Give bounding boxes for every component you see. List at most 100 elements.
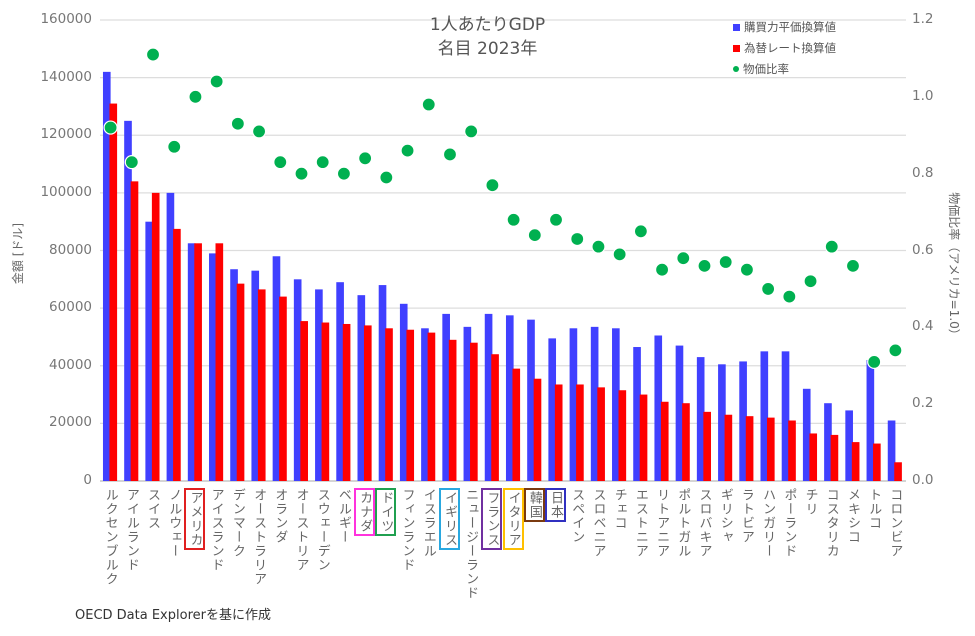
bar-fx (766, 417, 775, 481)
ratio-point (464, 124, 479, 139)
x-tick-label: オーストラリア (251, 488, 267, 586)
footer-note: OECD Data Explorerを基に作成 (75, 608, 271, 623)
y-tick-label: 40000 (49, 356, 92, 373)
y-tick-label: 60000 (49, 299, 92, 316)
y-tick-label: 20000 (49, 414, 92, 431)
bar-fx (788, 420, 796, 481)
ratio-point (888, 343, 903, 358)
y-tick-label: 160000 (40, 11, 92, 27)
ratio-point (782, 289, 797, 304)
ratio-point (167, 139, 182, 154)
bar-ppp (887, 420, 896, 481)
bar-ppp (484, 313, 493, 481)
bar-ppp (378, 285, 387, 481)
ratio-point (442, 147, 458, 162)
bar-fx (597, 387, 605, 481)
ratio-point (718, 254, 733, 270)
legend-label: 物価比率 (743, 62, 789, 76)
bar-fx (682, 403, 690, 481)
x-tick-label: フランス (481, 488, 503, 550)
x-tick-label: チェコ (611, 488, 627, 530)
y2-tick-label: 0.8 (912, 164, 934, 181)
bar-fx (385, 328, 393, 481)
x-tick-label: ポルトガル (675, 488, 691, 558)
chart-title: 1人あたりGDP (429, 15, 546, 35)
ratio-point (824, 239, 839, 254)
x-tick-label: イタリア (502, 488, 524, 550)
bar-fx (512, 368, 521, 481)
bar-fx (130, 181, 139, 481)
bar-fx (342, 323, 351, 481)
x-tick-label: フィンランド (399, 488, 415, 572)
ratio-point (803, 274, 818, 289)
x-tick-label: イスラエル (420, 488, 436, 558)
ratio-point (294, 166, 309, 181)
bar-ppp (802, 388, 811, 481)
x-tick-label: ハンガリー (760, 488, 776, 558)
x-tick-label: 韓国 (523, 488, 545, 522)
bar-ppp (845, 410, 853, 481)
x-tick-label: オーストリア (293, 488, 309, 572)
y2-tick-label: 0.0 (912, 472, 934, 488)
x-tick-label: ポーランド (781, 488, 797, 558)
bar-ppp (336, 282, 344, 481)
ratio-point (379, 170, 394, 185)
ratio-point (230, 116, 245, 131)
ratio-point (867, 354, 882, 370)
y-tick-label: 120000 (40, 126, 92, 143)
legend-label: 購買力平価換算値 (744, 20, 836, 34)
ratio-point (315, 155, 330, 170)
x-tick-label: スウェーデン (314, 488, 330, 572)
legend-swatch-red (733, 44, 740, 52)
bar-ppp (760, 351, 769, 481)
bar-ppp (675, 345, 684, 481)
bar-fx (724, 414, 733, 481)
bar-ppp (166, 192, 175, 481)
bar-ppp (209, 253, 217, 481)
ratio-point (124, 155, 139, 170)
bar-fx (109, 103, 118, 482)
ratio-point (654, 262, 670, 277)
ratio-point (485, 178, 500, 193)
x-tick-label: アイルランド (123, 488, 139, 572)
legend-item-ppp: 購買力平価換算値 (733, 19, 836, 35)
bar-ppp (251, 270, 260, 481)
ratio-point (273, 155, 288, 170)
y2-tick-label: 1.0 (912, 87, 934, 104)
legend-item-fx: 為替レート換算値 (733, 40, 836, 56)
bar-ppp (569, 328, 578, 481)
ratio-point (739, 262, 755, 277)
ratio-point (336, 166, 352, 181)
bar-fx (448, 339, 457, 481)
ratio-point (209, 74, 224, 89)
bar-ppp (124, 120, 132, 481)
bar-ppp (739, 361, 747, 481)
bar-ppp (399, 303, 408, 481)
bar-fx (173, 228, 181, 481)
bar-ppp (548, 338, 557, 481)
bar-ppp (357, 295, 366, 481)
x-tick-label: スイス (145, 488, 161, 530)
ratio-point (527, 228, 542, 243)
ratio-point (761, 281, 776, 297)
ratio-point (358, 151, 373, 166)
x-tick-label: デンマーク (229, 488, 245, 558)
y2-axis-title: 物価比率（アメリカ=1.0） (946, 192, 961, 341)
bar-ppp (421, 328, 429, 481)
x-tick-label: アイスランド (208, 488, 224, 572)
legend-label: 為替レート換算値 (744, 41, 836, 55)
bar-ppp (824, 403, 832, 481)
bar-ppp (590, 326, 599, 481)
bar-fx (215, 243, 224, 481)
x-tick-label: エストニア (632, 488, 648, 558)
y2-tick-label: 0.2 (912, 395, 934, 412)
bar-ppp (781, 351, 790, 481)
x-tick-label: イギリス (438, 488, 460, 550)
x-tick-label: オランダ (272, 488, 288, 544)
x-tick-label: カナダ (354, 488, 376, 536)
bar-fx (279, 296, 287, 481)
ratio-point (570, 231, 585, 247)
bar-fx (639, 394, 648, 481)
x-tick-label: ベルギー (335, 488, 351, 544)
